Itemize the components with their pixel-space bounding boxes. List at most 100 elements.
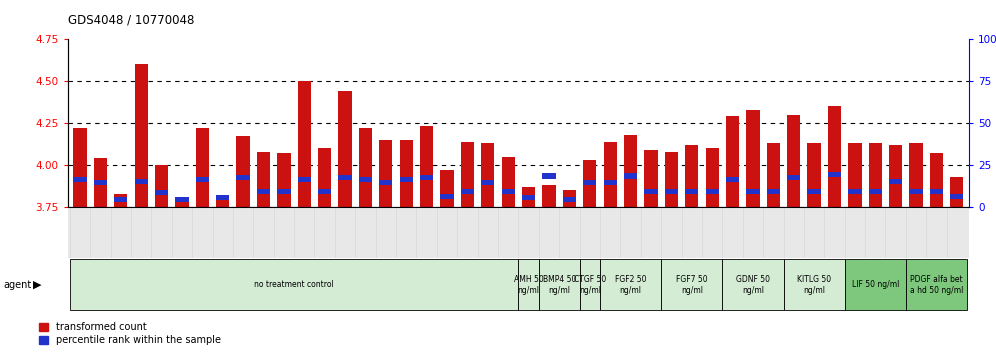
Bar bbox=[216, 195, 229, 200]
Bar bbox=[930, 189, 943, 194]
Bar bbox=[787, 115, 801, 207]
Text: AMH 50
ng/ml: AMH 50 ng/ml bbox=[514, 275, 544, 295]
Bar bbox=[399, 177, 413, 182]
Bar bbox=[664, 152, 678, 207]
FancyBboxPatch shape bbox=[518, 259, 539, 310]
Bar bbox=[298, 177, 311, 182]
FancyBboxPatch shape bbox=[845, 259, 906, 310]
Bar bbox=[522, 187, 535, 207]
Bar bbox=[746, 189, 760, 194]
Bar bbox=[767, 143, 780, 207]
Bar bbox=[808, 143, 821, 207]
Bar bbox=[889, 145, 902, 207]
Bar bbox=[828, 172, 842, 177]
Bar bbox=[461, 189, 474, 194]
Bar bbox=[889, 178, 902, 183]
Bar bbox=[746, 110, 760, 207]
Bar bbox=[808, 189, 821, 194]
Bar bbox=[461, 142, 474, 207]
Bar bbox=[74, 177, 87, 182]
Bar bbox=[604, 180, 617, 185]
FancyBboxPatch shape bbox=[784, 259, 845, 310]
Bar bbox=[828, 106, 842, 207]
Bar bbox=[257, 189, 270, 194]
FancyBboxPatch shape bbox=[661, 259, 722, 310]
Bar bbox=[950, 177, 963, 207]
Bar bbox=[195, 128, 209, 207]
Text: BMP4 50
ng/ml: BMP4 50 ng/ml bbox=[543, 275, 576, 295]
FancyBboxPatch shape bbox=[70, 259, 518, 310]
Bar bbox=[685, 145, 698, 207]
Bar bbox=[134, 178, 147, 183]
Bar bbox=[869, 143, 881, 207]
Text: no treatment control: no treatment control bbox=[254, 280, 334, 290]
Legend: transformed count, percentile rank within the sample: transformed count, percentile rank withi… bbox=[35, 319, 225, 349]
FancyBboxPatch shape bbox=[906, 259, 967, 310]
Text: FGF7 50
ng/ml: FGF7 50 ng/ml bbox=[676, 275, 707, 295]
Bar bbox=[155, 190, 168, 195]
Bar bbox=[277, 189, 291, 194]
Bar bbox=[481, 143, 494, 207]
Bar bbox=[787, 175, 801, 180]
Bar bbox=[115, 194, 127, 207]
Bar bbox=[134, 64, 147, 207]
Bar bbox=[359, 128, 373, 207]
Bar bbox=[175, 197, 188, 202]
Bar bbox=[584, 160, 597, 207]
Bar bbox=[584, 180, 597, 185]
Bar bbox=[644, 150, 657, 207]
Bar bbox=[563, 197, 576, 202]
Bar bbox=[318, 148, 332, 207]
FancyBboxPatch shape bbox=[722, 259, 784, 310]
Bar bbox=[94, 158, 107, 207]
FancyBboxPatch shape bbox=[600, 259, 661, 310]
Text: FGF2 50
ng/ml: FGF2 50 ng/ml bbox=[615, 275, 646, 295]
Bar bbox=[481, 180, 494, 185]
Bar bbox=[726, 116, 739, 207]
Text: KITLG 50
ng/ml: KITLG 50 ng/ml bbox=[797, 275, 832, 295]
Text: PDGF alfa bet
a hd 50 ng/ml: PDGF alfa bet a hd 50 ng/ml bbox=[909, 275, 963, 295]
Bar bbox=[522, 195, 535, 200]
Bar bbox=[420, 126, 433, 207]
Bar bbox=[502, 189, 515, 194]
Bar bbox=[440, 194, 453, 199]
FancyBboxPatch shape bbox=[539, 259, 580, 310]
Bar bbox=[705, 189, 719, 194]
Bar bbox=[236, 137, 250, 207]
Bar bbox=[339, 91, 352, 207]
Bar bbox=[236, 175, 250, 180]
Bar bbox=[257, 152, 270, 207]
Bar bbox=[216, 195, 229, 207]
Bar bbox=[115, 197, 127, 202]
Bar bbox=[277, 153, 291, 207]
Bar bbox=[767, 189, 780, 194]
Bar bbox=[155, 165, 168, 207]
Bar bbox=[399, 140, 413, 207]
Bar bbox=[950, 194, 963, 199]
Bar bbox=[604, 142, 617, 207]
Bar bbox=[685, 189, 698, 194]
Bar bbox=[318, 189, 332, 194]
Bar bbox=[930, 153, 943, 207]
Bar bbox=[623, 135, 637, 207]
Bar bbox=[869, 189, 881, 194]
Text: GDS4048 / 10770048: GDS4048 / 10770048 bbox=[68, 13, 194, 27]
Bar bbox=[849, 189, 862, 194]
Bar bbox=[909, 189, 922, 194]
Bar bbox=[623, 173, 637, 178]
Bar bbox=[849, 143, 862, 207]
Text: CTGF 50
ng/ml: CTGF 50 ng/ml bbox=[574, 275, 606, 295]
Bar bbox=[909, 143, 922, 207]
Bar bbox=[502, 157, 515, 207]
Bar bbox=[543, 173, 556, 178]
Bar bbox=[563, 190, 576, 207]
Text: agent: agent bbox=[3, 280, 31, 290]
Bar bbox=[94, 180, 107, 185]
Bar bbox=[379, 180, 392, 185]
Bar bbox=[420, 175, 433, 180]
Bar bbox=[664, 189, 678, 194]
Bar bbox=[195, 177, 209, 182]
Bar bbox=[74, 128, 87, 207]
Bar bbox=[359, 177, 373, 182]
Bar bbox=[379, 140, 392, 207]
